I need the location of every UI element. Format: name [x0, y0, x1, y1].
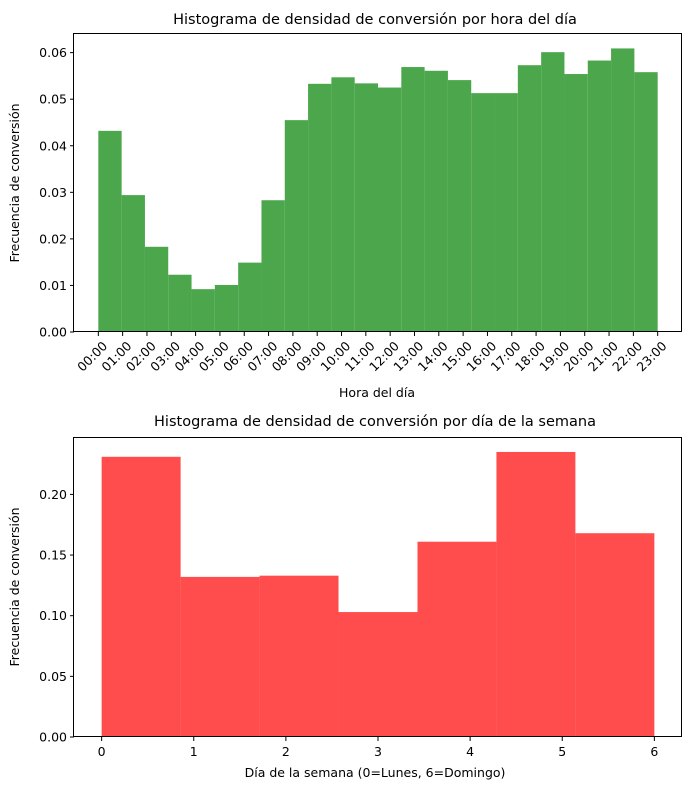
hourly-histogram: Histograma de densidad de conversión por… — [7, 12, 682, 400]
chart-title: Histograma de densidad de conversión por… — [154, 414, 596, 430]
histogram-bar — [284, 120, 309, 332]
histogram-bar — [417, 541, 497, 737]
chart-title: Histograma de densidad de conversión por… — [173, 12, 577, 28]
x-tick-label: 6 — [650, 744, 658, 759]
y-tick-label: 0.00 — [39, 730, 67, 745]
y-ticks-group: 0.00 0.05 0.10 0.15 0.20 — [39, 487, 74, 745]
histogram-bar — [338, 612, 418, 737]
histogram-bar — [401, 67, 425, 332]
y-tick-label: 0.06 — [39, 45, 67, 60]
y-ticks-group: 0.00 0.01 0.02 0.03 0.04 0.05 0.06 — [39, 45, 74, 340]
histogram-bar — [575, 533, 655, 737]
histogram-bar — [611, 48, 635, 333]
histogram-bar — [471, 93, 495, 332]
x-tick-label: 4 — [466, 744, 474, 759]
histogram-bar — [121, 195, 145, 332]
x-tick-label: 3 — [374, 744, 382, 759]
histogram-bar — [98, 130, 122, 332]
x-tick-label: 0 — [98, 744, 106, 759]
histogram-bar — [101, 456, 181, 737]
x-tick-label: 1 — [190, 744, 198, 759]
histogram-bar — [587, 60, 612, 332]
histogram-bar — [331, 77, 355, 332]
bars-group — [101, 451, 655, 737]
bars-group — [98, 48, 658, 333]
histogram-bar — [191, 289, 215, 332]
histogram-bar — [168, 274, 192, 332]
histogram-bar — [496, 451, 576, 737]
x-axis-label: Día de la semana (0=Lunes, 6=Domingo) — [245, 765, 506, 780]
plot-frame — [73, 437, 682, 737]
histogram-bar — [261, 200, 285, 332]
x-axis-label: Hora del día — [339, 385, 415, 400]
y-tick-label: 0.05 — [39, 92, 67, 107]
histogram-bar — [517, 65, 542, 332]
weekday-histogram: Histograma de densidad de conversión por… — [7, 414, 682, 780]
histogram-bar — [541, 52, 565, 332]
y-tick-label: 0.00 — [39, 325, 67, 340]
histogram-bar — [378, 87, 402, 332]
y-axis-label: Frecuencia de conversión — [7, 103, 22, 262]
histogram-bar — [308, 83, 332, 332]
y-tick-label: 0.03 — [39, 185, 67, 200]
y-tick-label: 0.02 — [39, 231, 67, 246]
plot-frame — [73, 33, 682, 332]
histogram-bar — [354, 83, 378, 332]
y-tick-label: 0.10 — [39, 608, 67, 623]
histogram-bar — [494, 93, 518, 332]
y-tick-label: 0.05 — [39, 669, 67, 684]
histogram-bar — [144, 246, 169, 332]
histogram-bar — [424, 70, 448, 332]
x-ticks-group: 0 1 2 3 4 5 6 — [98, 737, 658, 759]
x-tick-label: 5 — [558, 744, 566, 759]
histogram-bar — [634, 72, 658, 333]
histogram-bar — [180, 576, 260, 737]
histogram-bar — [447, 80, 472, 332]
histogram-bar — [259, 575, 339, 737]
y-tick-label: 0.20 — [39, 487, 67, 502]
y-tick-label: 0.04 — [39, 138, 67, 153]
x-tick-label: 2 — [282, 744, 290, 759]
y-axis-label: Frecuencia de conversión — [7, 507, 22, 666]
histogram-bar — [564, 74, 588, 332]
histogram-bar — [214, 284, 239, 332]
y-tick-label: 0.01 — [39, 278, 67, 293]
histogram-bar — [238, 262, 262, 332]
y-tick-label: 0.15 — [39, 548, 67, 563]
